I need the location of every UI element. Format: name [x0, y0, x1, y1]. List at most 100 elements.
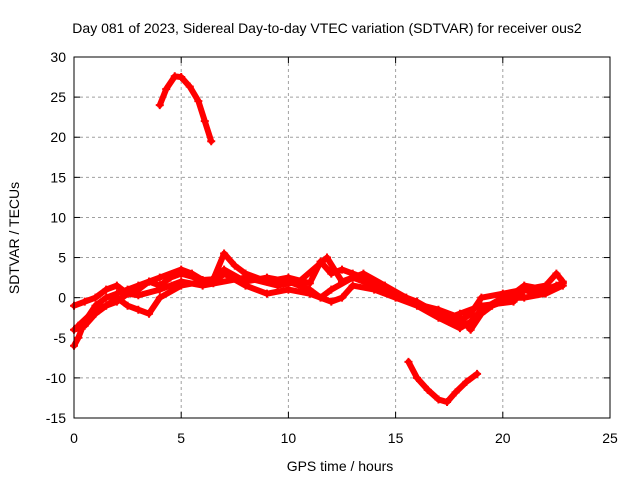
data-point	[194, 97, 203, 106]
x-tick-label: 20	[495, 430, 511, 446]
data-point	[230, 261, 239, 270]
data-point	[423, 385, 432, 394]
data-point	[145, 277, 154, 286]
y-tick-label: 0	[58, 290, 66, 306]
x-tick-label: 0	[70, 430, 78, 446]
data-point	[284, 285, 293, 294]
x-tick-label: 25	[602, 430, 618, 446]
y-tick-label: 20	[50, 129, 66, 145]
data-point	[477, 309, 486, 318]
data-point	[185, 82, 194, 91]
data-point	[273, 281, 282, 290]
data-point	[327, 297, 336, 306]
data-point	[207, 137, 216, 146]
y-tick-label: -15	[46, 410, 66, 426]
x-tick-label: 15	[388, 430, 404, 446]
data-point	[80, 297, 89, 306]
data-point	[434, 395, 443, 404]
chart-title: Day 081 of 2023, Sidereal Day-to-day VTE…	[72, 20, 582, 36]
data-point	[477, 293, 486, 302]
data-point	[162, 85, 171, 94]
y-tick-label: 30	[50, 49, 66, 65]
y-tick-label: 5	[58, 250, 66, 266]
data-point	[455, 309, 464, 318]
y-tick-label: 10	[50, 209, 66, 225]
data-point	[155, 273, 164, 282]
data-point	[509, 297, 518, 306]
data-point	[455, 324, 464, 333]
grid	[74, 57, 610, 418]
x-axis-label: GPS time / hours	[287, 458, 394, 474]
data-point	[338, 265, 346, 274]
data-point	[74, 333, 83, 342]
data-point	[477, 301, 486, 310]
data-point	[305, 285, 314, 294]
data-point	[558, 279, 567, 288]
series-trace	[71, 266, 566, 333]
data-point	[262, 289, 271, 298]
data-point	[520, 285, 529, 294]
data-point	[155, 285, 164, 294]
data-point	[102, 285, 111, 294]
data-point	[338, 277, 346, 286]
data-point	[316, 293, 325, 302]
data-point	[552, 269, 561, 278]
data-point	[473, 369, 482, 378]
data-point	[338, 293, 346, 302]
data-point	[134, 291, 143, 300]
series-trace	[405, 358, 481, 405]
data-point	[462, 377, 471, 386]
data-point	[443, 397, 452, 406]
data-point	[530, 289, 539, 298]
data-point	[220, 265, 229, 274]
y-tick-label: -5	[54, 330, 67, 346]
data-point	[404, 357, 413, 366]
data-point	[198, 281, 207, 290]
data-point	[123, 289, 132, 298]
data-point	[177, 73, 186, 82]
data-point	[112, 297, 121, 306]
data-point	[348, 281, 357, 290]
data-point	[102, 293, 111, 302]
data-point	[451, 388, 460, 397]
y-tick-label: -10	[46, 370, 66, 386]
data-point	[327, 285, 336, 294]
data-point	[155, 101, 164, 110]
data-point	[241, 273, 250, 282]
data-point	[413, 373, 422, 382]
data-point	[177, 269, 186, 278]
data-point	[91, 293, 100, 302]
series-main-4	[74, 253, 561, 330]
data-point	[423, 305, 432, 314]
plot-frame	[73, 56, 611, 419]
y-tick-label: 15	[50, 169, 66, 185]
data-point	[402, 293, 411, 302]
data-point	[200, 117, 209, 126]
data-point	[155, 293, 164, 302]
x-tick-label: 10	[281, 430, 297, 446]
data-point	[220, 249, 229, 258]
data-point	[445, 313, 454, 322]
data-series	[70, 72, 567, 406]
data-point	[380, 281, 389, 290]
data-point	[145, 309, 154, 318]
data-point	[166, 273, 175, 282]
x-tick-label: 5	[177, 430, 185, 446]
data-point	[552, 281, 561, 290]
data-point	[74, 321, 83, 330]
data-point	[295, 277, 304, 286]
data-point	[177, 277, 186, 286]
y-axis-label: SDTVAR / TECUs	[6, 182, 22, 294]
series-arc-low	[404, 357, 482, 406]
ticks: 0 5 10 15 20 25 -15 -10 -5 0 5 10 15 20 25 30	[46, 49, 618, 446]
data-point	[466, 325, 475, 334]
y-tick-label: 25	[50, 89, 66, 105]
series-main-3	[70, 265, 567, 334]
series-trace	[156, 73, 215, 145]
data-point	[322, 253, 331, 262]
data-point	[91, 305, 100, 314]
data-point	[123, 301, 132, 310]
data-point	[112, 281, 121, 290]
series-arc-high	[155, 72, 216, 146]
